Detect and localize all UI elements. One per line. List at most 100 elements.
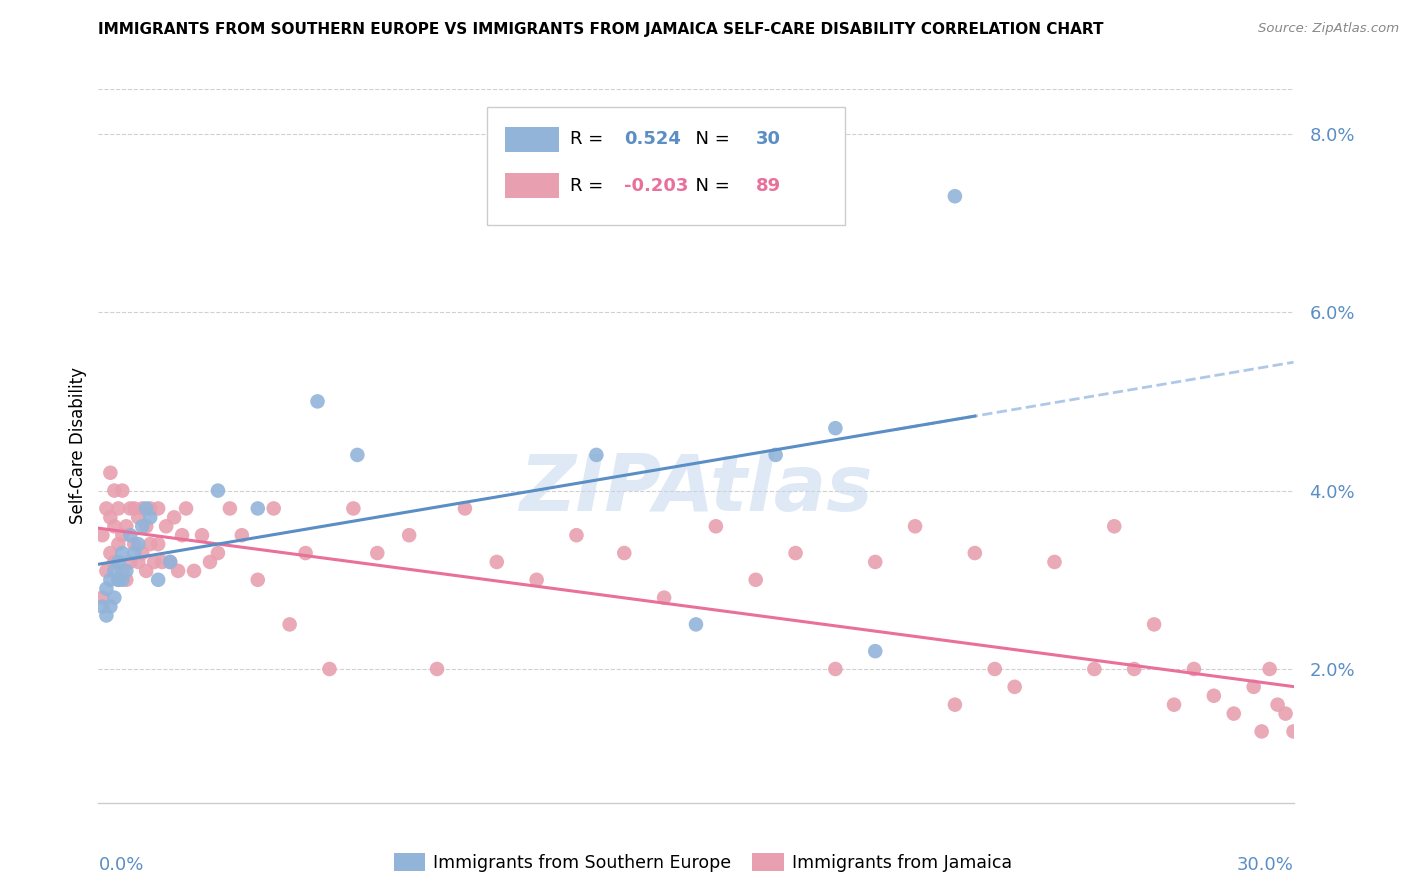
Point (526, 573, 548, 587)
Point (111, 564, 134, 578)
Point (191, 528, 214, 542)
Text: R =: R = (571, 130, 609, 148)
Point (124, 501, 146, 516)
Point (131, 546, 153, 560)
Point (172, 528, 194, 542)
Point (207, 546, 229, 560)
Point (183, 564, 205, 578)
Point (115, 519, 138, 533)
Point (652, 591, 675, 605)
Text: N =: N = (685, 130, 735, 148)
Point (246, 501, 269, 516)
Point (1143, 617, 1166, 632)
Point (342, 501, 364, 516)
Point (103, 591, 125, 605)
Point (96, 582, 118, 596)
Point (131, 501, 153, 516)
Point (246, 573, 269, 587)
Text: Source: ZipAtlas.com: Source: ZipAtlas.com (1258, 22, 1399, 36)
Point (231, 528, 253, 542)
Point (983, 662, 1005, 676)
Text: IMMIGRANTS FROM SOUTHERN EUROPE VS IMMIGRANTS FROM JAMAICA SELF-CARE DISABILITY : IMMIGRANTS FROM SOUTHERN EUROPE VS IMMIG… (98, 22, 1104, 37)
Point (318, 662, 340, 676)
Point (148, 537, 170, 551)
Point (219, 501, 242, 516)
Point (115, 573, 138, 587)
Point (120, 501, 142, 516)
Point (143, 555, 166, 569)
Point (135, 501, 157, 516)
Point (765, 448, 787, 462)
Point (135, 519, 157, 533)
Point (704, 519, 727, 533)
Point (111, 573, 134, 587)
Point (278, 617, 301, 632)
Point (127, 537, 149, 551)
Text: N =: N = (685, 177, 735, 194)
Point (96, 564, 118, 578)
Point (307, 394, 329, 409)
Point (135, 564, 157, 578)
Point (107, 501, 129, 516)
Point (1306, 769, 1329, 783)
Point (127, 510, 149, 524)
Text: -0.203: -0.203 (624, 177, 689, 194)
Point (613, 546, 636, 560)
Point (124, 546, 146, 560)
Point (426, 662, 449, 676)
Point (943, 698, 966, 712)
Point (1222, 706, 1246, 721)
Point (107, 537, 129, 551)
Point (98, 573, 122, 587)
Legend: Immigrants from Southern Europe, Immigrants from Jamaica: Immigrants from Southern Europe, Immigra… (387, 847, 1019, 879)
Point (107, 573, 129, 587)
Point (1258, 662, 1281, 676)
Point (98, 510, 122, 524)
Text: 89: 89 (756, 177, 780, 194)
Point (785, 546, 807, 560)
Point (1267, 698, 1289, 712)
Point (111, 528, 134, 542)
Point (91, 591, 114, 605)
Point (111, 546, 134, 560)
Point (685, 617, 707, 632)
Y-axis label: Self-Care Disability: Self-Care Disability (69, 368, 87, 524)
Point (139, 510, 162, 524)
Point (124, 537, 146, 551)
Point (824, 662, 846, 676)
Point (1102, 519, 1125, 533)
Point (120, 528, 142, 542)
Text: 30: 30 (756, 130, 780, 148)
FancyBboxPatch shape (505, 173, 558, 198)
Point (863, 644, 886, 658)
Point (174, 501, 197, 516)
Point (107, 555, 129, 569)
Point (745, 573, 768, 587)
Point (148, 573, 170, 587)
Point (91, 528, 114, 542)
Point (131, 519, 153, 533)
Point (103, 483, 125, 498)
Point (96, 608, 118, 623)
Point (155, 519, 177, 533)
Point (159, 555, 181, 569)
Point (103, 519, 125, 533)
Point (1182, 662, 1205, 676)
Point (454, 501, 477, 516)
Point (943, 189, 966, 203)
Text: R =: R = (571, 177, 609, 194)
Point (148, 501, 170, 516)
Point (98, 466, 122, 480)
Point (115, 564, 138, 578)
Point (294, 546, 316, 560)
Point (904, 519, 927, 533)
Point (103, 564, 125, 578)
Point (485, 555, 508, 569)
FancyBboxPatch shape (486, 107, 845, 225)
Point (1043, 555, 1066, 569)
Point (96, 501, 118, 516)
Point (1163, 698, 1185, 712)
Point (1291, 742, 1313, 756)
Point (1004, 680, 1026, 694)
Point (1274, 706, 1296, 721)
